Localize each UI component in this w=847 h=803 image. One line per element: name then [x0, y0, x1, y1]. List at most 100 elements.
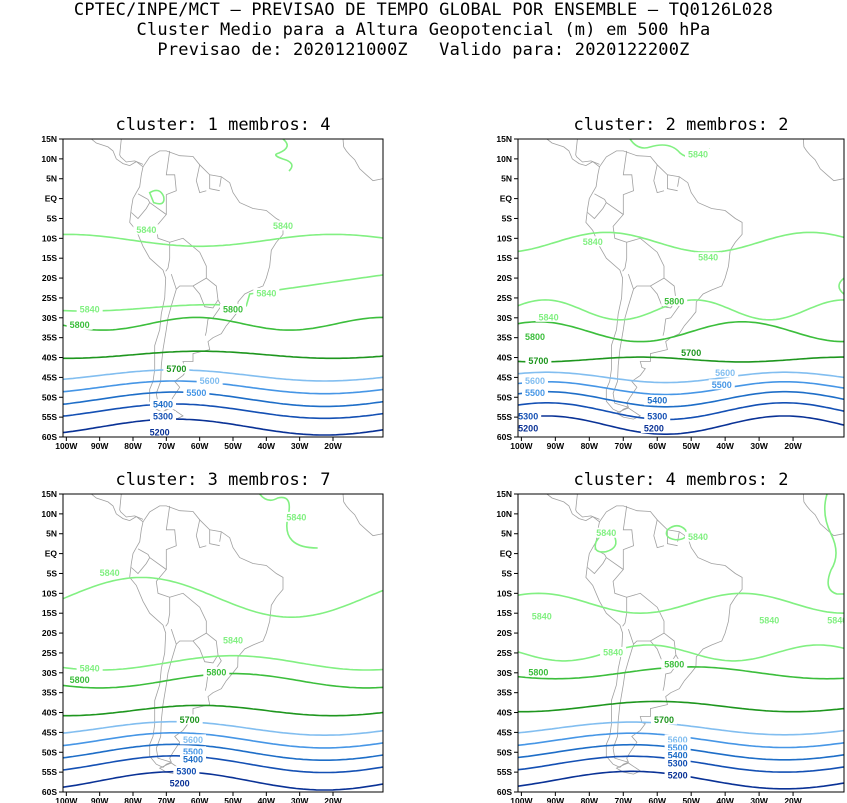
- contour-label-bg: [96, 567, 123, 578]
- contour-label: 5840: [539, 312, 559, 322]
- lat-tick-label: 15N: [496, 134, 512, 144]
- lat-tick-label: 5S: [502, 213, 513, 223]
- lat-tick-label: EQ: [45, 549, 58, 559]
- map-frame: [62, 138, 384, 438]
- contour-label: 5200: [150, 428, 170, 438]
- country-border: [606, 557, 628, 627]
- country-border: [195, 164, 207, 194]
- country-border: [653, 519, 665, 549]
- lat-tick-label: 15N: [496, 489, 512, 499]
- contour-label: 5840: [698, 253, 718, 263]
- contour-5840: [518, 644, 844, 662]
- contour-label-bg: [695, 252, 722, 263]
- coastline-central-america: [546, 139, 600, 168]
- lon-tick-label: 100W: [55, 796, 78, 803]
- lon-tick-label: 50W: [224, 796, 242, 803]
- contour-label-bg: [146, 427, 173, 437]
- contour-label: 5300: [647, 412, 667, 422]
- country-border: [169, 592, 207, 645]
- lon-tick-label: 20W: [784, 796, 802, 803]
- country-border: [192, 277, 219, 309]
- lon-tick-label: 60W: [191, 796, 209, 803]
- lon-tick-label: 70W: [158, 796, 176, 803]
- country-border: [622, 150, 634, 215]
- coastline-south-america: [129, 150, 284, 413]
- contour-label: 5500: [712, 380, 732, 390]
- contour-label-bg: [678, 347, 705, 358]
- lat-tick-label: 30S: [42, 668, 57, 678]
- lat-tick-label: 55S: [497, 767, 512, 777]
- coastline-south-america: [585, 150, 743, 413]
- contour-label-bg: [270, 220, 296, 231]
- contour-label: 5500: [186, 388, 206, 398]
- contour-5300: [518, 402, 844, 421]
- country-border: [653, 164, 665, 194]
- contour-5840-closed: [148, 189, 165, 205]
- contour-label-bg: [664, 734, 691, 745]
- contour-5600: [63, 369, 383, 382]
- contour-label: 5840: [286, 512, 306, 522]
- lat-tick-label: 5N: [501, 174, 512, 184]
- lon-tick-label: 70W: [615, 441, 633, 451]
- country-border: [155, 289, 177, 408]
- coastline-tierra-del-fuego: [615, 762, 642, 775]
- lat-tick-label: 10N: [41, 154, 57, 164]
- contour-label-bg: [525, 666, 552, 677]
- country-border: [155, 644, 177, 763]
- lat-tick-label: 15N: [41, 134, 57, 144]
- contour-5700: [63, 704, 383, 717]
- country-border: [131, 202, 151, 220]
- contour-label-bg: [76, 303, 103, 314]
- lat-tick-label: 30S: [497, 313, 512, 323]
- map-frame: [62, 493, 384, 793]
- contour-label: 5840: [688, 149, 708, 159]
- lon-tick-label: 40W: [258, 441, 276, 451]
- lat-tick-label: 60S: [42, 432, 57, 442]
- map-panel-1: cluster: 1 membros: 4 5840 5840 5840 5840 580…: [41, 115, 384, 451]
- coastline-central-america-north: [575, 139, 600, 165]
- contour-label: 5700: [528, 356, 548, 366]
- contour-5840: [63, 576, 383, 618]
- map-frame: [517, 138, 845, 438]
- contour-label: 5300: [518, 412, 538, 422]
- coastline-tierra-del-fuego: [615, 407, 642, 420]
- contour-label-bg: [593, 527, 620, 538]
- contour-label-bg: [150, 411, 176, 422]
- contour-label-bg: [521, 387, 548, 398]
- contour-label-bg: [180, 754, 206, 765]
- lat-tick-label: 60S: [497, 432, 512, 442]
- contour-label-bg: [283, 511, 310, 522]
- lon-tick-label: 50W: [682, 441, 700, 451]
- contour-5200: [63, 418, 383, 436]
- contour-label-bg: [180, 734, 206, 745]
- contour-label: 5600: [525, 376, 545, 386]
- lat-tick-label: 15S: [497, 608, 512, 618]
- contour-label-bg: [133, 224, 160, 235]
- contour-label: 5700: [166, 364, 186, 374]
- contour-label: 5400: [647, 396, 667, 406]
- contour-5800: [518, 321, 844, 343]
- lon-tick-label: 40W: [716, 441, 734, 451]
- lon-tick-label: 50W: [224, 441, 242, 451]
- lon-tick-label: 30W: [291, 796, 309, 803]
- lat-tick-label: 35S: [497, 688, 512, 698]
- contour-5840: [518, 592, 844, 615]
- contour-label: 5800: [70, 320, 90, 330]
- lat-tick-label: 45S: [42, 372, 57, 382]
- contour-label: 5800: [223, 304, 243, 314]
- coastline-south-america: [585, 505, 743, 768]
- contour-label-bg: [661, 295, 688, 306]
- contour-label: 5500: [668, 743, 688, 753]
- country-border: [149, 557, 171, 627]
- lat-tick-label: 50S: [497, 747, 512, 757]
- contour-5400: [63, 743, 383, 761]
- lat-tick-label: 55S: [497, 412, 512, 422]
- contour-label: 5840: [80, 663, 100, 673]
- lat-tick-label: 35S: [497, 333, 512, 343]
- lon-tick-label: 40W: [716, 796, 734, 803]
- contour-label-bg: [518, 423, 542, 434]
- lat-tick-label: 20S: [42, 628, 57, 638]
- country-border: [677, 176, 680, 187]
- lon-tick-label: 70W: [615, 796, 633, 803]
